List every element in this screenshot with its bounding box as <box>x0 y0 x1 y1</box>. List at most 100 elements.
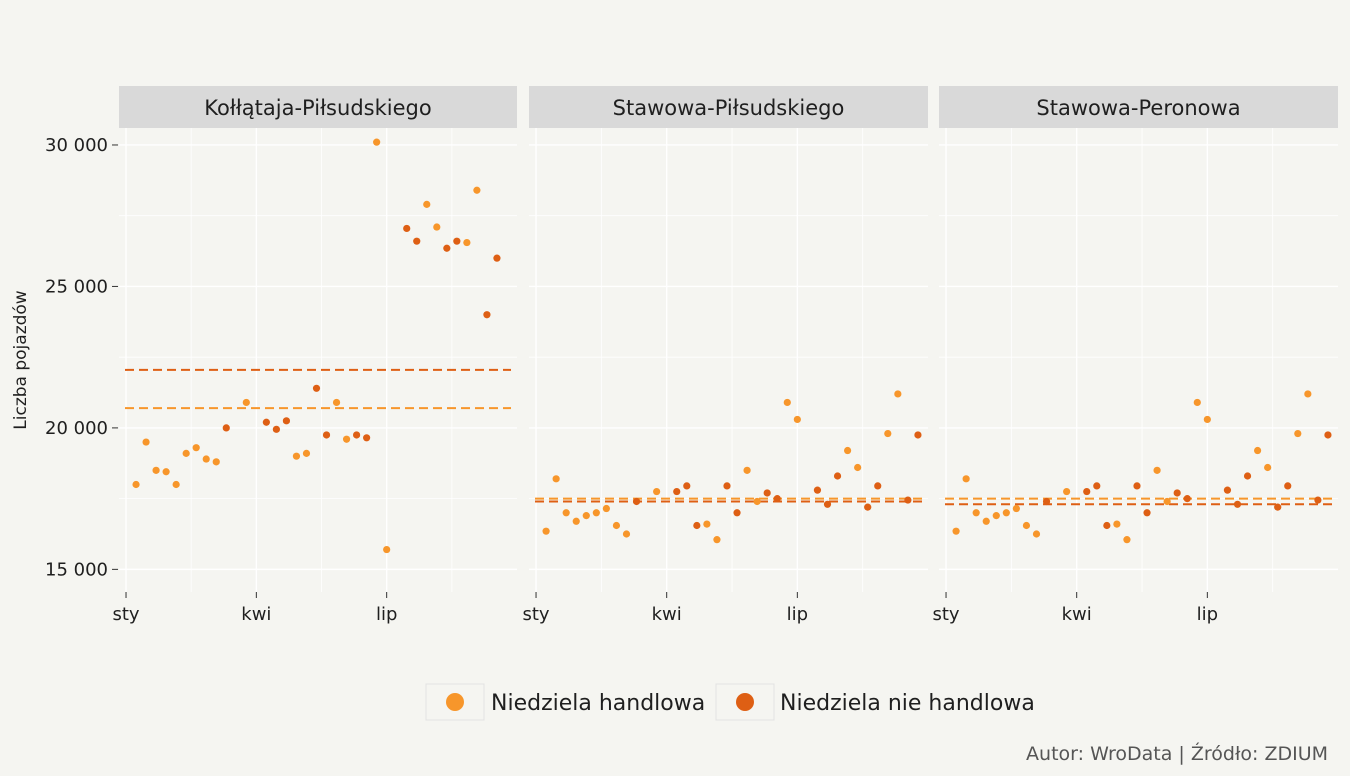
data-point <box>733 509 741 517</box>
data-point <box>632 497 641 506</box>
data-point <box>1143 509 1151 517</box>
data-point <box>552 475 560 483</box>
data-point <box>1002 509 1010 517</box>
data-point <box>302 449 311 457</box>
x-tick-label: lip <box>787 604 808 625</box>
x-tick-label: sty <box>932 604 959 625</box>
data-point <box>1183 495 1191 503</box>
data-point <box>1163 497 1171 506</box>
data-point <box>653 487 661 496</box>
x-tick-label: kwi <box>652 604 682 625</box>
x-tick-label: sty <box>522 604 549 625</box>
data-point <box>1153 466 1161 474</box>
data-point <box>894 390 902 398</box>
data-point <box>962 475 970 483</box>
facet-title: Stawowa-Peronowa <box>1036 96 1240 120</box>
data-point <box>743 466 751 474</box>
data-point <box>843 446 852 455</box>
data-point <box>602 504 610 513</box>
data-point <box>132 480 140 489</box>
data-point <box>723 482 731 490</box>
data-point <box>1203 415 1211 424</box>
data-point <box>793 415 801 424</box>
data-point <box>262 418 270 426</box>
data-point <box>282 417 291 425</box>
data-point <box>773 495 781 503</box>
y-axis-label: Liczba pojazdów <box>11 290 31 430</box>
x-tick-label: sty <box>112 604 139 625</box>
y-tick-label: 20 000 <box>45 418 108 439</box>
data-point <box>443 244 451 252</box>
data-point <box>352 431 361 439</box>
data-point <box>202 455 210 463</box>
data-point <box>1243 472 1252 480</box>
data-point <box>192 444 200 452</box>
data-point <box>864 503 872 511</box>
data-point <box>763 489 771 497</box>
data-point <box>423 200 431 208</box>
data-point <box>703 520 711 528</box>
data-point <box>1093 482 1101 490</box>
data-point <box>1314 496 1322 504</box>
data-point <box>582 512 590 520</box>
data-point <box>172 480 180 489</box>
x-tick-label: kwi <box>241 604 271 625</box>
data-point <box>1022 521 1031 530</box>
facet-strip <box>939 86 1338 128</box>
facet-panel: Stawowa-Peronowa sty kwi lip <box>932 86 1338 625</box>
y-axis: 15 000 20 000 25 000 30 000 <box>45 135 118 580</box>
data-point <box>982 517 990 525</box>
data-point <box>1123 536 1131 544</box>
data-point <box>673 487 681 496</box>
x-tick-label: lip <box>376 604 397 625</box>
data-point <box>383 545 391 554</box>
data-point <box>992 512 1000 520</box>
data-point <box>242 398 250 407</box>
data-point <box>342 435 351 443</box>
legend-symbol-nie-handlowa <box>736 693 754 711</box>
data-point <box>713 536 721 544</box>
data-point <box>683 482 691 490</box>
data-point <box>1284 482 1292 490</box>
data-point <box>952 527 960 535</box>
data-point <box>162 468 170 476</box>
data-point <box>914 431 922 439</box>
data-point <box>833 472 842 480</box>
data-point <box>874 482 882 490</box>
y-tick-label: 30 000 <box>45 135 108 156</box>
data-point <box>493 254 501 262</box>
data-point <box>1042 497 1051 506</box>
data-point <box>972 509 980 517</box>
data-point <box>1173 489 1181 497</box>
data-point <box>854 463 862 472</box>
data-point <box>1294 429 1302 438</box>
data-point <box>622 530 631 538</box>
data-point <box>272 425 280 433</box>
data-point <box>572 517 580 525</box>
data-point <box>453 237 461 245</box>
data-point <box>1193 398 1201 407</box>
x-tick-label: lip <box>1197 604 1218 625</box>
data-point <box>1103 521 1111 530</box>
data-point <box>152 466 160 474</box>
data-point <box>373 138 381 146</box>
data-point <box>1113 520 1121 528</box>
legend-label-nie-handlowa: Niedziela nie handlowa <box>780 691 1035 716</box>
data-point <box>823 500 832 508</box>
data-point <box>1012 504 1020 513</box>
data-point <box>413 237 421 245</box>
data-point <box>483 311 491 319</box>
facet-panel: Stawowa-Piłsudskiego sty kwi lip <box>522 86 928 625</box>
data-point <box>813 486 822 494</box>
data-point <box>904 496 912 504</box>
data-point <box>1274 503 1282 511</box>
data-point <box>182 449 190 457</box>
facet-title: Kołłątaja-Piłsudskiego <box>204 96 431 120</box>
x-tick-label: kwi <box>1062 604 1092 625</box>
data-point <box>312 384 321 392</box>
legend-label-handlowa: Niedziela handlowa <box>491 691 705 716</box>
data-point <box>612 521 621 530</box>
data-point <box>783 398 791 407</box>
data-point <box>142 438 150 446</box>
